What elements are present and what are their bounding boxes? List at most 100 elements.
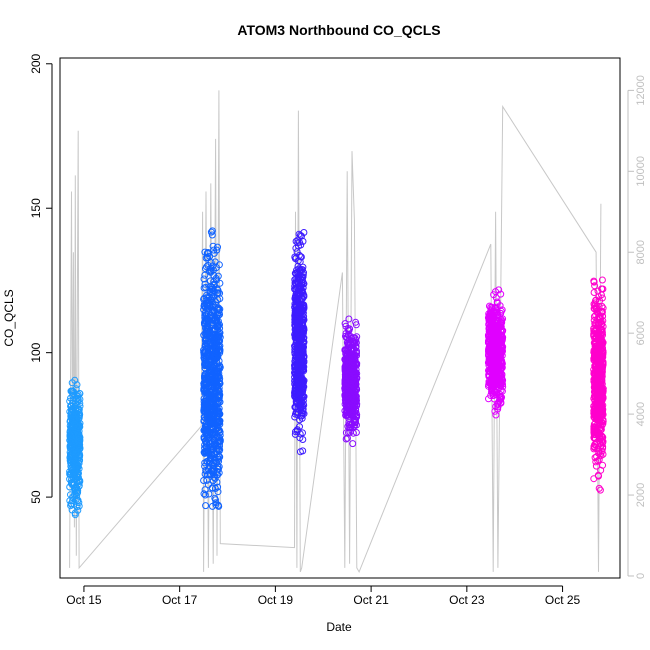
data-point	[591, 420, 599, 428]
data-point	[206, 328, 214, 336]
data-point	[598, 341, 606, 349]
data-point	[207, 296, 215, 304]
data-point	[292, 370, 300, 378]
data-point	[299, 348, 307, 356]
series-1	[66, 376, 84, 519]
data-point	[592, 373, 600, 381]
data-point	[216, 380, 224, 388]
data-point	[341, 379, 349, 387]
data-point	[492, 411, 500, 419]
data-point	[204, 315, 212, 323]
data-point	[201, 353, 209, 361]
data-point	[599, 360, 607, 368]
data-point	[342, 384, 350, 391]
data-point	[214, 418, 222, 426]
data-point	[300, 393, 307, 401]
data-point	[590, 324, 598, 332]
data-point	[72, 475, 80, 483]
data-point	[73, 484, 80, 492]
data-point	[67, 491, 74, 499]
data-point	[493, 307, 500, 315]
data-point	[596, 397, 604, 405]
data-point	[342, 435, 350, 443]
data-point	[345, 315, 353, 323]
data-point	[342, 411, 350, 419]
x-tick-label: Oct 21	[353, 593, 389, 607]
data-point	[487, 366, 495, 374]
data-point	[67, 424, 75, 432]
x-tick-label: Oct 25	[545, 593, 581, 607]
data-point	[298, 289, 306, 297]
data-point	[486, 324, 493, 332]
data-point	[299, 284, 307, 292]
data-point	[203, 426, 211, 434]
data-point	[300, 301, 308, 309]
data-point	[590, 339, 598, 347]
data-point	[345, 327, 353, 335]
chart-title: ATOM3 Northbound CO_QCLS	[237, 22, 440, 38]
data-point	[591, 302, 599, 310]
data-point	[75, 499, 83, 507]
data-point	[493, 391, 500, 399]
data-point	[200, 477, 208, 484]
data-point	[200, 275, 208, 283]
y-tick-label: 200	[29, 53, 43, 73]
data-point	[296, 423, 303, 431]
data-point	[591, 320, 599, 328]
data-point	[74, 506, 82, 514]
data-point	[216, 329, 224, 337]
data-point	[497, 399, 505, 407]
data-point	[488, 305, 496, 313]
data-point	[595, 484, 603, 492]
data-point	[592, 462, 600, 470]
data-point	[201, 302, 208, 310]
data-point	[597, 340, 605, 348]
data-point	[597, 326, 605, 334]
data-point	[215, 364, 223, 372]
data-point	[352, 321, 360, 329]
data-point	[214, 410, 222, 417]
data-point	[200, 416, 208, 424]
data-point	[485, 351, 492, 359]
data-point	[342, 350, 350, 358]
data-point	[593, 405, 601, 412]
data-point	[594, 367, 602, 375]
data-point	[203, 389, 211, 397]
data-point	[294, 355, 302, 363]
data-point	[207, 267, 215, 275]
data-point	[204, 353, 212, 361]
data-point	[203, 458, 211, 465]
data-point	[492, 325, 500, 333]
data-point	[200, 381, 208, 389]
data-point	[67, 402, 75, 410]
data-point	[300, 353, 308, 361]
data-point	[591, 454, 599, 462]
data-point	[74, 396, 82, 403]
data-point	[70, 388, 77, 396]
data-point	[351, 370, 359, 378]
series-6	[590, 276, 607, 494]
data-point	[352, 339, 360, 347]
x-tick-label: Oct 15	[66, 593, 102, 607]
data-point	[296, 338, 304, 346]
data-point	[216, 420, 224, 428]
y-tick-label: 100	[29, 342, 43, 362]
data-point	[210, 278, 218, 286]
data-point	[496, 390, 504, 398]
data-point	[592, 458, 600, 466]
data-point	[200, 348, 208, 356]
data-point	[296, 389, 304, 397]
data-point	[297, 332, 305, 340]
data-point	[201, 280, 209, 288]
data-point	[494, 399, 502, 407]
data-point	[599, 358, 607, 366]
data-point	[597, 418, 605, 426]
data-point	[215, 261, 223, 269]
data-point	[75, 465, 83, 473]
data-point	[485, 378, 493, 386]
data-point	[296, 403, 304, 411]
data-point	[66, 397, 74, 405]
data-point	[209, 469, 217, 477]
data-point	[492, 403, 500, 410]
data-point	[597, 426, 605, 433]
